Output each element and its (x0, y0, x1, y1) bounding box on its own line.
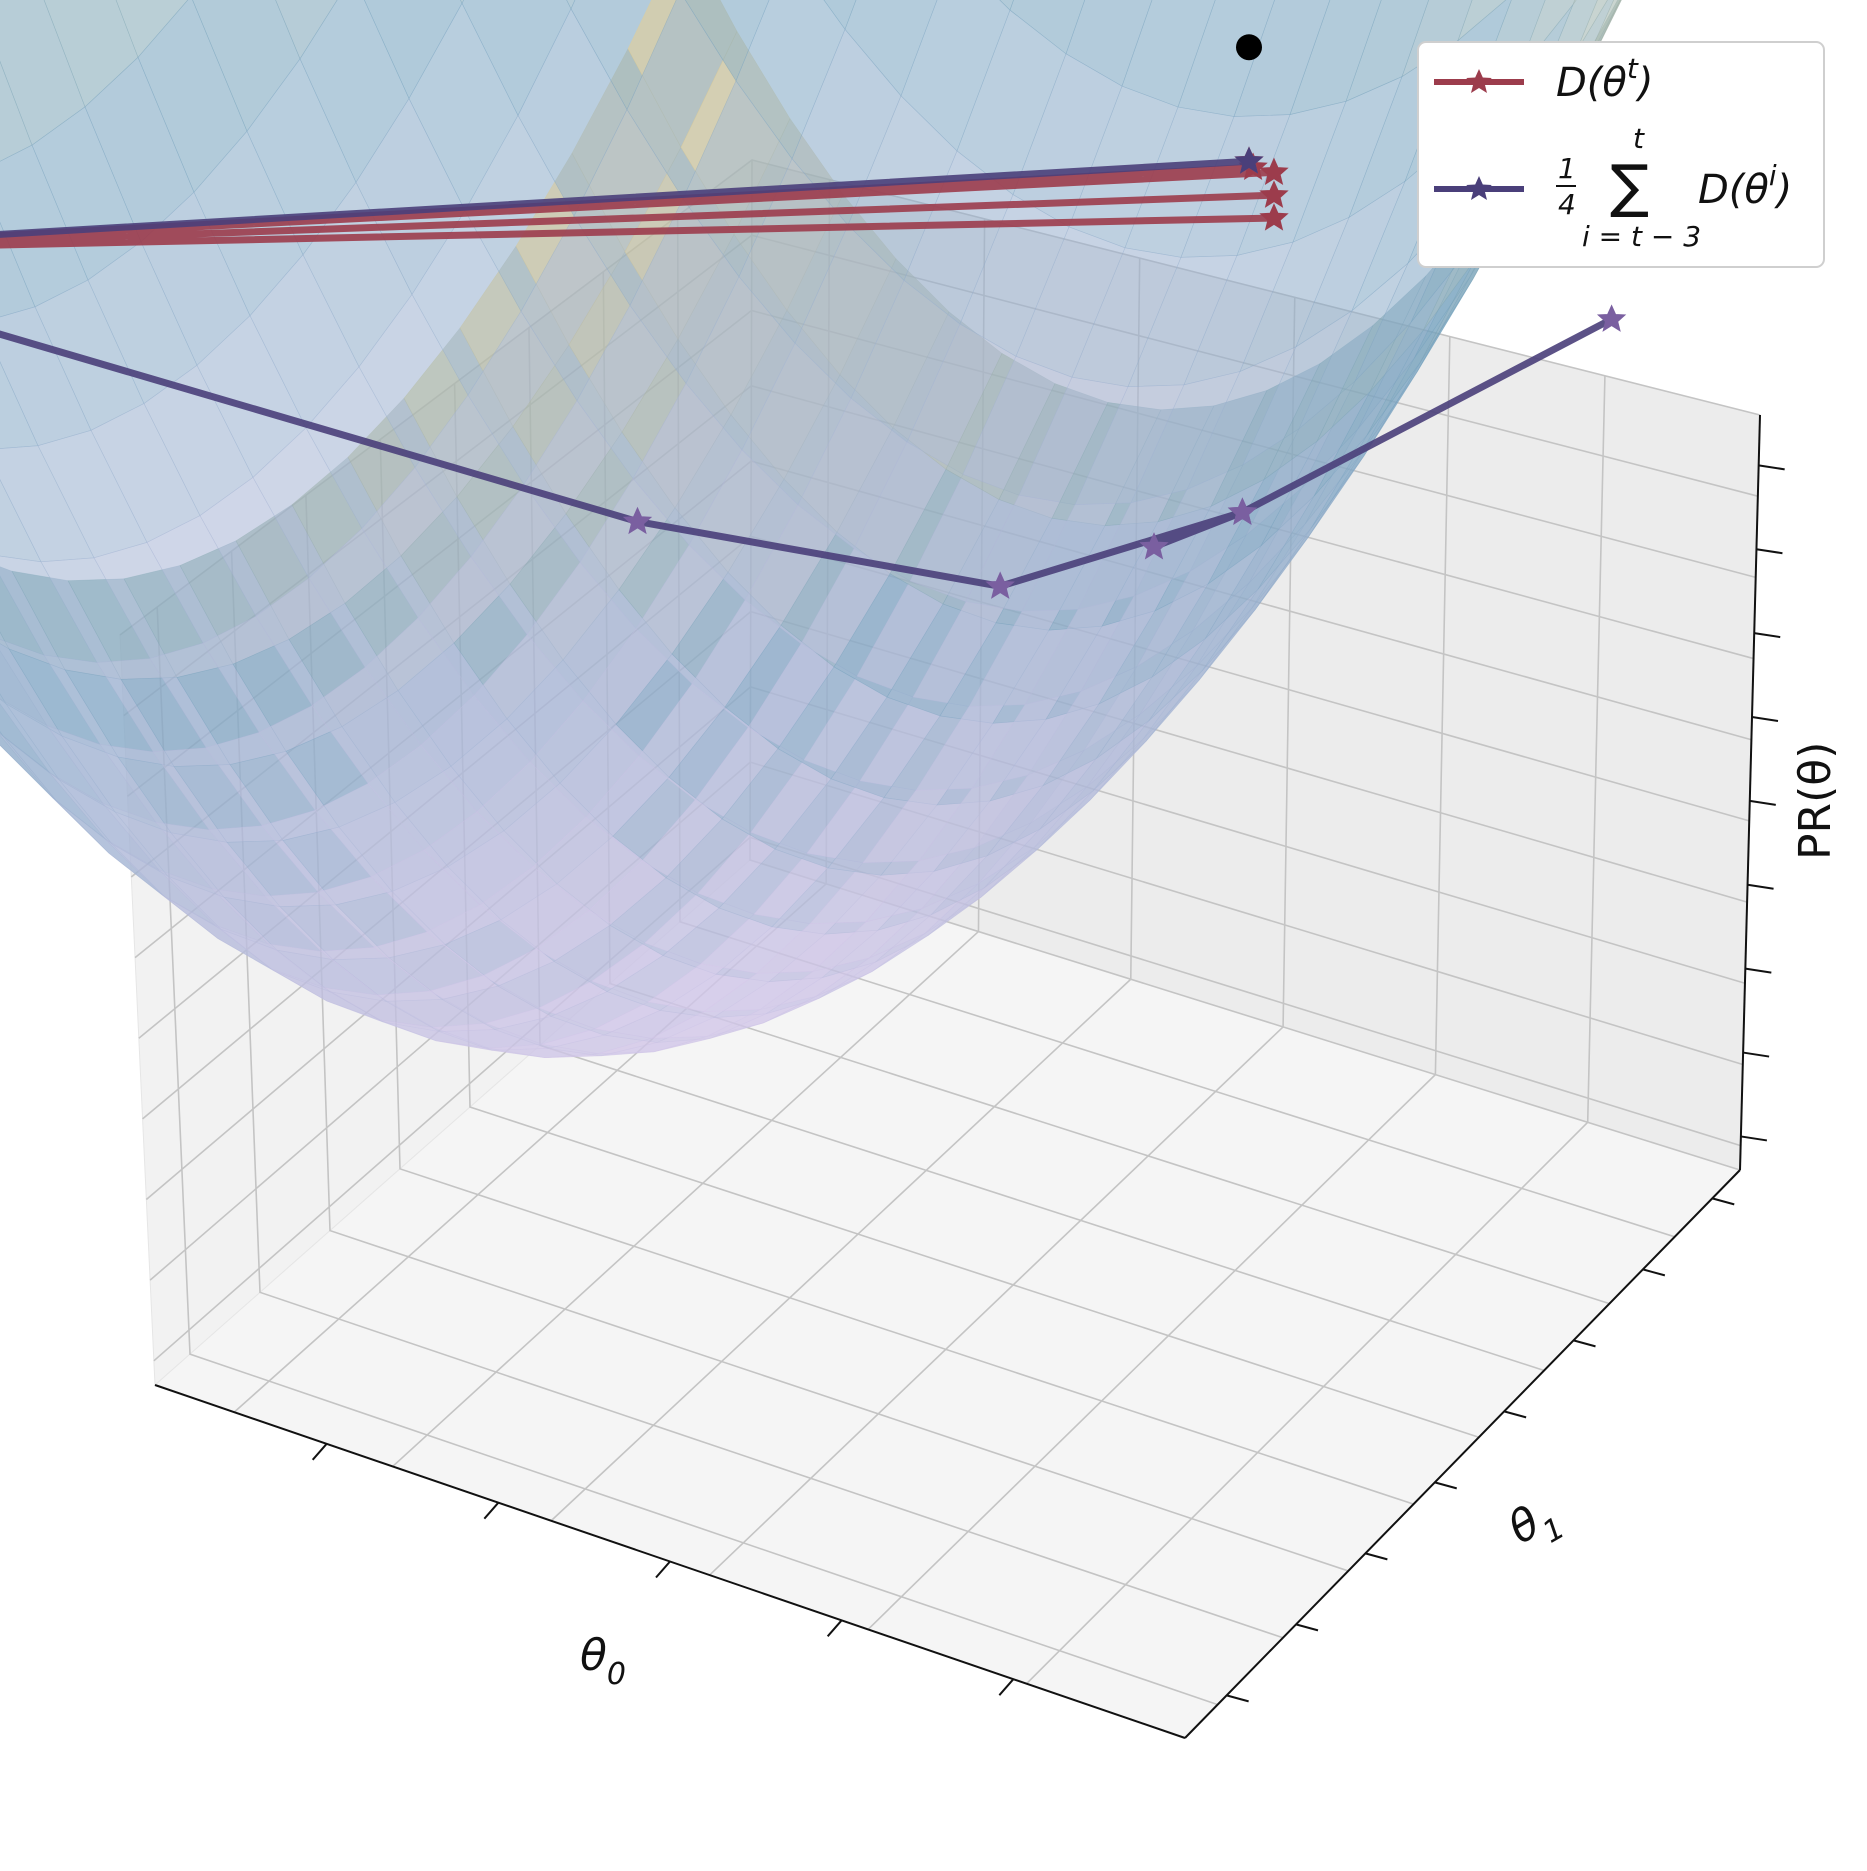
legend-entry-series-1: D(θt) (1434, 52, 1653, 106)
y-tick (1434, 1481, 1458, 1490)
x-tick (826, 1619, 843, 1637)
axis-labels: θ0 θ1 PR(θ) (580, 742, 1841, 1692)
legend-entry-series-2: 1 4 t ∑ i = t − 3 D(θi) (1434, 122, 1792, 253)
z-tick (1740, 1135, 1768, 1142)
axis-lines (154, 414, 1785, 1739)
x-tick (655, 1560, 671, 1579)
legend-sum-symbol: ∑ (1610, 152, 1649, 220)
z-axis-label: PR(θ) (1790, 742, 1841, 860)
y-tick (1503, 1410, 1527, 1419)
y-axis-label: θ1 (1500, 1487, 1571, 1564)
z-tick (1742, 1051, 1770, 1058)
legend-frac-num: 1 (1558, 152, 1576, 185)
series-layer (0, 34, 1626, 599)
x-tick (998, 1678, 1015, 1696)
z-tick (1758, 464, 1785, 471)
surface-patch (0, 361, 39, 449)
y-tick (1295, 1623, 1319, 1632)
z-tick (1751, 716, 1779, 722)
legend: D(θt) 1 4 t ∑ i = t − 3 D(θi) (1417, 41, 1825, 268)
legend-sum-top: t (1633, 122, 1645, 155)
z-tick (1749, 799, 1776, 806)
legend-label-1: D(θt) (1556, 52, 1653, 106)
legend-sum-bottom: i = t − 3 (1582, 220, 1701, 253)
series-2-line (0, 157, 1616, 590)
legend-frac-den: 4 (1558, 188, 1576, 221)
y-tick (1365, 1552, 1388, 1561)
surface-patch (0, 479, 42, 563)
surface-patch (1575, 0, 1608, 53)
y-tick (1711, 1197, 1735, 1206)
surface-patch (1457, 0, 1507, 42)
z-axis-line (1739, 414, 1761, 1171)
series-1-line (0, 159, 1278, 249)
surface-patch (1572, 0, 1577, 5)
x-tick (311, 1443, 328, 1461)
z-tick (1756, 548, 1783, 555)
legend-box (1417, 41, 1825, 268)
optimum-point (1236, 34, 1262, 61)
paraboloid-surface (0, 0, 1622, 1059)
legend-label-2: D(θi) (1698, 159, 1792, 213)
x-tick (483, 1502, 500, 1520)
z-tick (1745, 967, 1772, 974)
y-tick (1642, 1268, 1666, 1277)
z-tick (1747, 883, 1774, 890)
y-tick (1226, 1694, 1249, 1703)
y-axis-line (1184, 1169, 1741, 1739)
z-tick (1754, 632, 1781, 639)
x-axis-label: θ0 (580, 1630, 626, 1692)
y-tick (1573, 1339, 1596, 1348)
